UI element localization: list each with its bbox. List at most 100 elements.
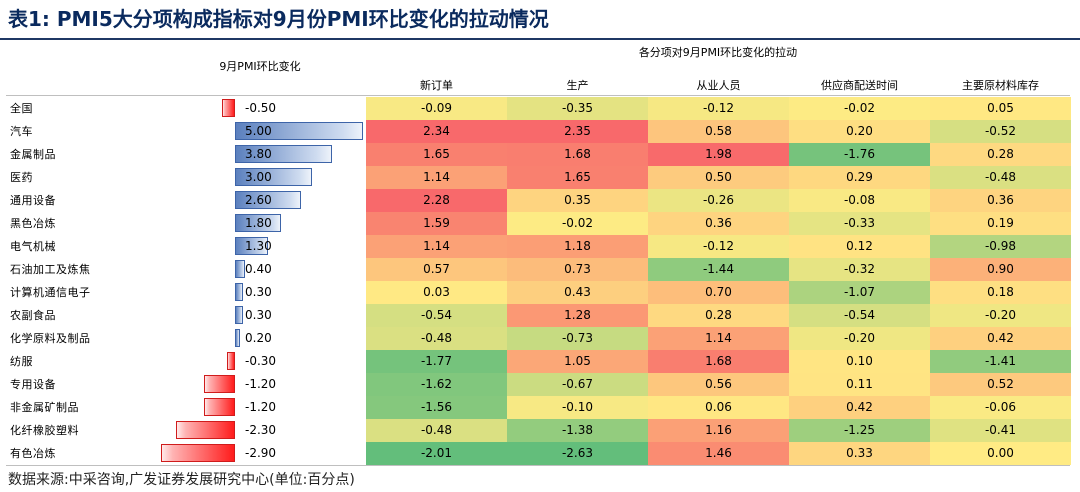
heatmap-cell: -2.63 [507, 442, 648, 465]
heatmap-cell: -1.76 [789, 143, 930, 166]
table-row: 计算机通信电子 0.30 0.03 0.43 0.70 -1.07 0.18 [6, 281, 1071, 304]
pmi-change-value: -2.30 [245, 423, 277, 437]
row-label: 化纤橡胶塑料 [10, 424, 79, 437]
heatmap-cell: -0.48 [930, 166, 1071, 189]
heatmap-cell: 1.18 [507, 235, 648, 258]
heatmap-cell: 0.90 [930, 258, 1071, 281]
row-label: 汽车 [10, 125, 33, 138]
heatmap-cell: 1.14 [366, 166, 507, 189]
row-label: 黑色冶炼 [10, 217, 56, 230]
heatmap-cell: 1.14 [648, 327, 789, 350]
heatmap-cell: 0.56 [648, 373, 789, 396]
table-row: 农副食品 0.30 -0.54 1.28 0.28 -0.54 -0.20 [6, 304, 1071, 327]
pmi-change-value: -1.20 [245, 400, 277, 414]
heatmap-cell: 0.11 [789, 373, 930, 396]
heatmap-cell: -0.54 [789, 304, 930, 327]
pmi-change-bar [235, 122, 363, 140]
heatmap-cell: -1.25 [789, 419, 930, 442]
heatmap-cell: 0.28 [648, 304, 789, 327]
table-row: 汽车 5.00 2.34 2.35 0.58 0.20 -0.52 [6, 120, 1071, 143]
pmi-change-bar [235, 214, 281, 232]
table-row: 化纤橡胶塑料 -2.30 -0.48 -1.38 1.16 -1.25 -0.41 [6, 419, 1071, 442]
pmi-change-header: 9月PMI环比变化 [219, 60, 301, 73]
column-header-supplier-delivery: 供应商配送时间 [821, 79, 898, 92]
heatmap-cell: 0.10 [789, 350, 930, 373]
pmi-change-value: 2.60 [245, 193, 272, 207]
pmi-change-value: 0.40 [245, 262, 272, 276]
table-row: 通用设备 2.60 2.28 0.35 -0.26 -0.08 0.36 [6, 189, 1071, 212]
heatmap-cell: 0.36 [930, 189, 1071, 212]
row-label: 纺服 [10, 355, 33, 368]
table-row: 医药 3.00 1.14 1.65 0.50 0.29 -0.48 [6, 166, 1071, 189]
heatmap-cell: -0.09 [366, 97, 507, 120]
heatmap-cell: -2.01 [366, 442, 507, 465]
header-divider [6, 95, 1070, 96]
heatmap-cell: 0.19 [930, 212, 1071, 235]
heatmap-cell: 2.28 [366, 189, 507, 212]
heatmap-cell: -0.12 [648, 97, 789, 120]
heatmap-cell: 0.20 [789, 120, 930, 143]
heatmap-cell: -0.33 [789, 212, 930, 235]
heatmap-cell: 1.46 [648, 442, 789, 465]
column-header-production: 生产 [566, 79, 589, 92]
column-header-new-orders: 新订单 [420, 79, 453, 92]
table-row: 黑色冶炼 1.80 1.59 -0.02 0.36 -0.33 0.19 [6, 212, 1071, 235]
pmi-change-value: 0.30 [245, 285, 272, 299]
heatmap-cell: 0.05 [930, 97, 1071, 120]
table-row: 化学原料及制品 0.20 -0.48 -0.73 1.14 -0.20 0.42 [6, 327, 1071, 350]
row-label: 石油加工及炼焦 [10, 263, 91, 276]
table-row: 金属制品 3.80 1.65 1.68 1.98 -1.76 0.28 [6, 143, 1071, 166]
pmi-change-bar [235, 260, 246, 278]
heatmap-cell: -0.67 [507, 373, 648, 396]
pmi-change-bar [204, 375, 235, 393]
heatmap-cell: -0.12 [648, 235, 789, 258]
pmi-change-value: 3.80 [245, 147, 272, 161]
heatmap-cell: 1.14 [366, 235, 507, 258]
heatmap-cell: 1.98 [648, 143, 789, 166]
heatmap-cell: 0.35 [507, 189, 648, 212]
heatmap-cell: -0.35 [507, 97, 648, 120]
heatmap-cell: 1.59 [366, 212, 507, 235]
heatmap-cell: 1.65 [366, 143, 507, 166]
heatmap-cell: 1.65 [507, 166, 648, 189]
heatmap-cell: -0.54 [366, 304, 507, 327]
source-note: 数据来源:中采咨询,广发证券发展研究中心(单位:百分点) [8, 472, 355, 488]
pmi-change-bar [161, 444, 235, 462]
heatmap-cell: 0.18 [930, 281, 1071, 304]
pmi-change-value: 5.00 [245, 124, 272, 138]
column-header-employment: 从业人员 [696, 79, 741, 92]
heatmap-cell: 0.42 [930, 327, 1071, 350]
heatmap-cell: 0.70 [648, 281, 789, 304]
pmi-change-value: -0.30 [245, 354, 277, 368]
heatmap-cell: -1.77 [366, 350, 507, 373]
data-table: 全国 -0.50 -0.09 -0.35 -0.12 -0.02 0.05 汽车 5.00 2.3… [6, 97, 1071, 465]
pmi-change-value: -1.20 [245, 377, 277, 391]
table-row: 专用设备 -1.20 -1.62 -0.67 0.56 0.11 0.52 [6, 373, 1071, 396]
table-row: 全国 -0.50 -0.09 -0.35 -0.12 -0.02 0.05 [6, 97, 1071, 120]
heatmap-cell: 1.16 [648, 419, 789, 442]
heatmap-cell: 1.05 [507, 350, 648, 373]
pmi-change-value: 1.80 [245, 216, 272, 230]
row-label: 电气机械 [10, 240, 56, 253]
heatmap-cell: -1.44 [648, 258, 789, 281]
table-row: 电气机械 1.30 1.14 1.18 -0.12 0.12 -0.98 [6, 235, 1071, 258]
pmi-change-bar [235, 237, 269, 255]
heatmap-cell: 0.06 [648, 396, 789, 419]
heatmap-cell: -0.48 [366, 327, 507, 350]
pmi-change-bar [235, 329, 241, 347]
table-row: 非金属矿制品 -1.20 -1.56 -0.10 0.06 0.42 -0.06 [6, 396, 1071, 419]
row-label: 医药 [10, 171, 33, 184]
heatmap-cell: 0.42 [789, 396, 930, 419]
heatmap-cell: 0.29 [789, 166, 930, 189]
heatmap-cell: 1.28 [507, 304, 648, 327]
pmi-change-value: 0.30 [245, 308, 272, 322]
heatmap-cell: 0.58 [648, 120, 789, 143]
pmi-change-bar [235, 168, 312, 186]
heatmap-cell: -1.41 [930, 350, 1071, 373]
table-row: 有色冶炼 -2.90 -2.01 -2.63 1.46 0.33 0.00 [6, 442, 1071, 465]
pmi-change-bar [235, 306, 243, 324]
heatmap-cell: 0.73 [507, 258, 648, 281]
bottom-divider [6, 465, 1070, 466]
row-label: 计算机通信电子 [10, 286, 91, 299]
row-label: 全国 [10, 102, 33, 115]
